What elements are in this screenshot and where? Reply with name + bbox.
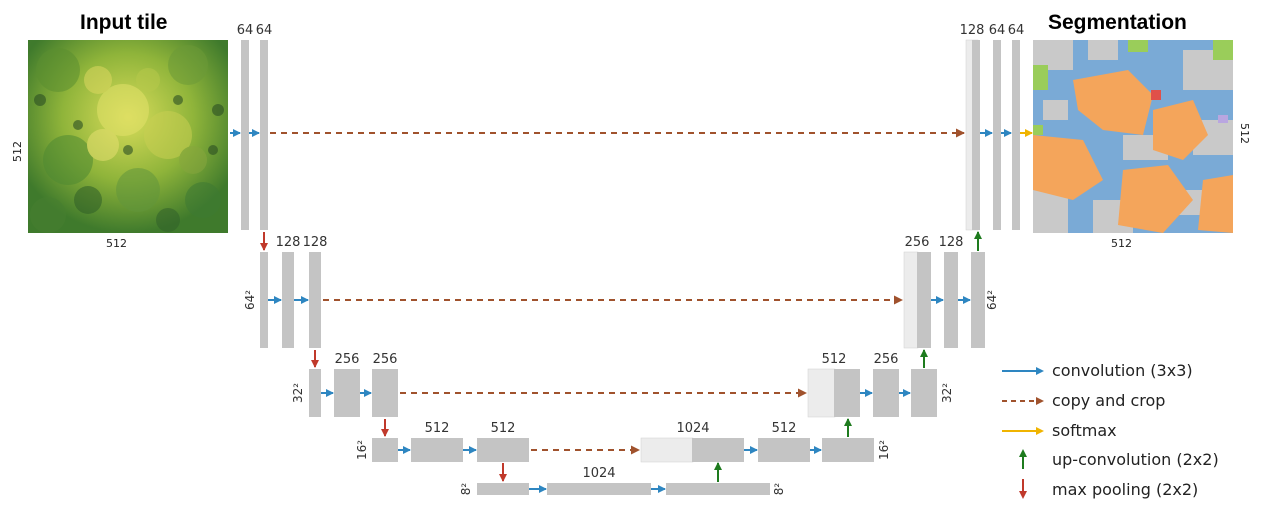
- resolution-label: 64²: [243, 290, 257, 310]
- segmentation-image: [1033, 40, 1233, 233]
- channel-label: 128: [939, 235, 964, 250]
- legend-up-convolution: up-convolution (2x2): [1002, 449, 1219, 469]
- channel-label: 512: [772, 421, 797, 436]
- bottleneck-block-b: [666, 483, 770, 495]
- enc3-pool-block: [309, 369, 321, 417]
- dec3-concat-dark: [834, 369, 860, 417]
- dec4-block-a: [758, 438, 810, 462]
- channel-label: 512: [822, 352, 847, 367]
- dec2-block-a: [944, 252, 958, 348]
- legend-softmax-swatch: [1002, 426, 1044, 435]
- dec2-concat-light: [903, 251, 919, 349]
- dec2-block-b: [971, 252, 985, 348]
- dec4-concat-dark: [692, 438, 744, 462]
- dec3-concat-light: [807, 368, 836, 418]
- dec4-block-b: [822, 438, 874, 462]
- input-width-label: 512: [106, 237, 127, 250]
- channel-label: 64: [256, 23, 273, 38]
- input-tile-title: Input tile: [80, 11, 168, 34]
- legend-up-swatch: [1019, 449, 1027, 469]
- channel-label: 512: [491, 421, 516, 436]
- dec3-block-a: [873, 369, 899, 417]
- resolution-label: 64²: [985, 290, 999, 310]
- enc4-block-a: [411, 438, 463, 462]
- channel-label: 128: [960, 23, 985, 38]
- enc2-block-b: [309, 252, 321, 348]
- enc2-block-a: [282, 252, 294, 348]
- channel-label: 64: [237, 23, 254, 38]
- bottleneck-block-a: [547, 483, 651, 495]
- bottleneck-pool-block: [477, 483, 529, 495]
- legend-copy-crop: copy and crop: [1002, 391, 1165, 410]
- dec1-block-a: [972, 40, 980, 230]
- resolution-label: 8²: [459, 483, 473, 496]
- enc1-block-b: [260, 40, 268, 230]
- dec1-block-c: [1012, 40, 1020, 230]
- channel-label: 256: [905, 235, 930, 250]
- output-width-label: 512: [1111, 237, 1132, 250]
- legend-convolution: convolution (3x3): [1002, 361, 1193, 380]
- legend-conv-swatch: [1002, 366, 1044, 375]
- channel-label: 512: [425, 421, 450, 436]
- channel-label: 256: [373, 352, 398, 367]
- enc2-pool-block: [260, 252, 268, 348]
- legend-label: softmax: [1052, 421, 1117, 440]
- legend-softmax: softmax: [1002, 421, 1117, 440]
- dec4-concat-light: [640, 437, 694, 463]
- legend-max-pooling: max pooling (2x2): [1002, 479, 1198, 499]
- legend-label: convolution (3x3): [1052, 361, 1193, 380]
- channel-label: 256: [874, 352, 899, 367]
- resolution-label: 16²: [355, 440, 369, 460]
- enc4-block-b: [477, 438, 529, 462]
- legend-label: max pooling (2x2): [1052, 479, 1199, 499]
- dec3-block-b: [911, 369, 937, 417]
- channel-label: 64: [989, 23, 1006, 38]
- input-tile-image: [28, 40, 228, 233]
- segmentation-title: Segmentation: [1048, 11, 1187, 34]
- channel-label: 128: [303, 235, 328, 250]
- legend-copy-swatch: [1002, 396, 1044, 405]
- dec1-block-b: [993, 40, 1001, 230]
- resolution-label: 16²: [877, 440, 891, 460]
- channel-label: 1024: [676, 421, 709, 436]
- channel-label: 1024: [582, 466, 615, 481]
- legend-label: up-convolution (2x2): [1052, 449, 1219, 469]
- channel-label: 256: [335, 352, 360, 367]
- dec2-concat-dark: [917, 252, 931, 348]
- resolution-label: 8²: [772, 483, 786, 496]
- enc1-block-a: [241, 40, 249, 230]
- channel-label: 64: [1008, 23, 1025, 38]
- enc3-block-b: [372, 369, 398, 417]
- channel-label: 128: [276, 235, 301, 250]
- legend-label: copy and crop: [1052, 391, 1166, 410]
- enc3-block-a: [334, 369, 360, 417]
- resolution-label: 32²: [940, 383, 954, 403]
- enc4-pool-block: [372, 438, 398, 462]
- legend-pool-swatch: [1019, 479, 1027, 499]
- resolution-label: 32²: [291, 383, 305, 403]
